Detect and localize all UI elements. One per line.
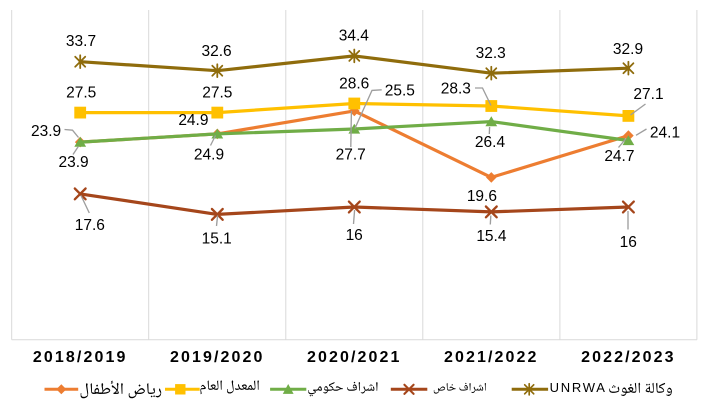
svg-text:27.5: 27.5: [202, 84, 232, 101]
svg-text:2018/2019: 2018/2019: [33, 349, 128, 366]
svg-text:24.7: 24.7: [604, 148, 634, 165]
svg-text:2021/2022: 2021/2022: [444, 349, 539, 366]
svg-text:24.1: 24.1: [650, 125, 680, 142]
svg-text:27.5: 27.5: [66, 85, 96, 102]
svg-text:2020/2021: 2020/2021: [307, 349, 402, 366]
svg-text:25.5: 25.5: [385, 83, 415, 100]
svg-text:23.9: 23.9: [31, 123, 61, 140]
svg-text:32.9: 32.9: [613, 41, 643, 58]
svg-text:28.6: 28.6: [339, 75, 369, 92]
svg-text:33.7: 33.7: [66, 33, 96, 50]
svg-text:2022/2023: 2022/2023: [581, 349, 676, 366]
svg-text:32.6: 32.6: [202, 43, 232, 60]
svg-text:24.9: 24.9: [178, 112, 208, 129]
svg-text:16: 16: [346, 227, 363, 244]
svg-text:34.4: 34.4: [339, 27, 370, 44]
svg-text:27.1: 27.1: [633, 86, 663, 103]
svg-text:32.3: 32.3: [476, 45, 506, 62]
svg-text:17.6: 17.6: [75, 217, 105, 234]
svg-text:19.6: 19.6: [467, 188, 497, 205]
svg-text:23.9: 23.9: [59, 154, 89, 171]
svg-text:26.4: 26.4: [475, 134, 506, 151]
svg-text:24.9: 24.9: [194, 146, 224, 163]
svg-text:28.3: 28.3: [441, 81, 471, 98]
svg-text:15.1: 15.1: [202, 230, 232, 247]
svg-text:16: 16: [620, 234, 637, 251]
svg-text:27.7: 27.7: [336, 147, 366, 164]
svg-text:15.4: 15.4: [476, 228, 507, 245]
svg-text:UNRWA: UNRWA: [550, 380, 607, 395]
svg-text:2019/2020: 2019/2020: [170, 349, 265, 366]
